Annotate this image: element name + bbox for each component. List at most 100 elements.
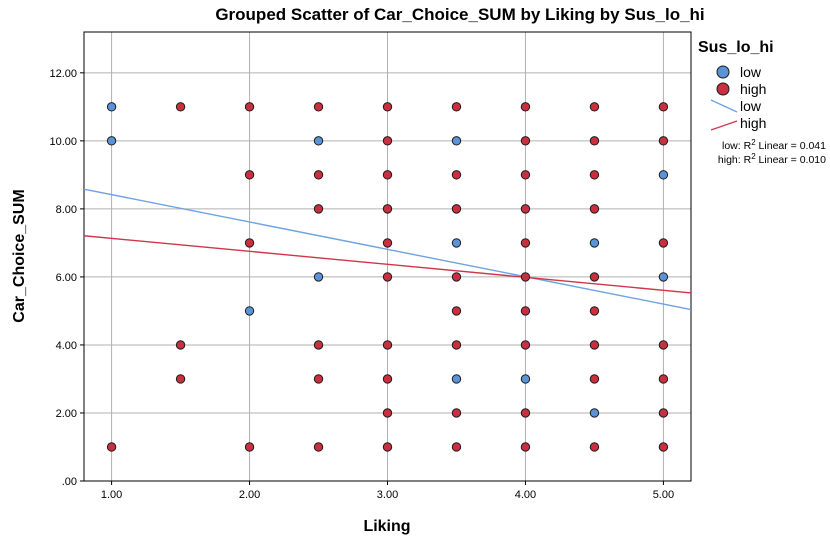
- chart-title: Grouped Scatter of Car_Choice_SUM by Lik…: [215, 5, 705, 24]
- y-tick-label: .00: [62, 476, 77, 488]
- point-low: [520, 374, 531, 384]
- point-high: [520, 102, 531, 112]
- point-high: [589, 306, 600, 316]
- point-high: [175, 374, 186, 384]
- point-high: [520, 272, 531, 282]
- point-high: [106, 442, 117, 452]
- y-tick-label: 10.00: [49, 136, 77, 148]
- point-high: [451, 102, 462, 112]
- fit-line-low: [83, 188, 692, 311]
- point-high: [313, 442, 324, 452]
- point-high: [658, 408, 669, 418]
- y-tick-label: 8.00: [56, 204, 77, 216]
- point-high: [451, 170, 462, 180]
- point-high: [520, 238, 531, 248]
- point-high: [244, 442, 255, 452]
- fit-lines: [83, 188, 692, 311]
- point-high: [520, 136, 531, 146]
- x-tick-label: 2.00: [239, 489, 260, 501]
- y-axis-title: Car_Choice_SUM: [11, 189, 28, 322]
- point-high: [520, 204, 531, 214]
- point-low: [658, 272, 669, 282]
- y-axis: .00 2.00 4.00 6.00 8.00 10.00 12.00: [49, 68, 84, 488]
- x-tick-label: 4.00: [515, 489, 536, 501]
- point-high: [451, 442, 462, 452]
- point-high: [589, 204, 600, 214]
- x-tick-label: 5.00: [653, 489, 674, 501]
- point-high: [451, 272, 462, 282]
- point-high: [313, 102, 324, 112]
- point-high: [589, 136, 600, 146]
- y-tick-label: 6.00: [56, 272, 77, 284]
- point-high: [313, 170, 324, 180]
- y-tick-label: 4.00: [56, 340, 77, 352]
- point-low: [313, 136, 324, 146]
- data-points: [106, 102, 669, 452]
- legend-line-label-high: high: [740, 115, 766, 131]
- legend-line-low: [710, 99, 738, 113]
- point-high: [658, 374, 669, 384]
- point-high: [382, 442, 393, 452]
- legend-marker-low: [716, 65, 730, 79]
- point-high: [382, 238, 393, 248]
- point-low: [451, 238, 462, 248]
- legend-line-high: [710, 120, 738, 131]
- point-high: [520, 340, 531, 350]
- point-high: [589, 272, 600, 282]
- point-high: [658, 238, 669, 248]
- point-low: [589, 238, 600, 248]
- point-high: [451, 204, 462, 214]
- point-high: [313, 374, 324, 384]
- point-high: [589, 340, 600, 350]
- point-high: [451, 408, 462, 418]
- point-high: [658, 102, 669, 112]
- point-high: [520, 306, 531, 316]
- legend-label-high: high: [740, 81, 766, 97]
- r2-label-low: low: R2 Linear = 0.041: [722, 138, 826, 152]
- point-high: [175, 340, 186, 350]
- legend-marker-high: [716, 82, 730, 96]
- x-tick-label: 3.00: [377, 489, 398, 501]
- point-high: [313, 340, 324, 350]
- point-high: [589, 442, 600, 452]
- point-high: [451, 340, 462, 350]
- x-tick-label: 1.00: [101, 489, 122, 501]
- point-high: [382, 204, 393, 214]
- point-high: [589, 374, 600, 384]
- point-low: [244, 306, 255, 316]
- fit-line-high: [83, 235, 692, 294]
- point-high: [520, 408, 531, 418]
- point-high: [520, 442, 531, 452]
- point-low: [313, 272, 324, 282]
- y-tick-label: 12.00: [49, 68, 77, 80]
- point-high: [382, 340, 393, 350]
- point-low: [658, 170, 669, 180]
- legend-title: Sus_lo_hi: [698, 39, 774, 56]
- point-high: [244, 102, 255, 112]
- point-high: [382, 408, 393, 418]
- point-high: [658, 340, 669, 350]
- legend: Sus_lo_hi low high low high low: R2 Line…: [698, 39, 826, 166]
- point-high: [175, 102, 186, 112]
- point-high: [382, 374, 393, 384]
- point-high: [382, 170, 393, 180]
- point-high: [244, 170, 255, 180]
- point-high: [313, 204, 324, 214]
- point-low: [589, 408, 600, 418]
- point-high: [382, 136, 393, 146]
- point-low: [451, 374, 462, 384]
- point-high: [451, 306, 462, 316]
- legend-label-low: low: [740, 64, 762, 80]
- r2-label-high: high: R2 Linear = 0.010: [718, 152, 826, 166]
- point-low: [106, 136, 117, 146]
- point-low: [106, 102, 117, 112]
- point-high: [520, 170, 531, 180]
- point-high: [658, 136, 669, 146]
- point-high: [589, 102, 600, 112]
- x-axis-title: Liking: [363, 518, 410, 535]
- y-tick-label: 2.00: [56, 408, 77, 420]
- point-high: [658, 442, 669, 452]
- point-high: [382, 102, 393, 112]
- x-axis: 1.00 2.00 3.00 4.00 5.00: [101, 481, 674, 501]
